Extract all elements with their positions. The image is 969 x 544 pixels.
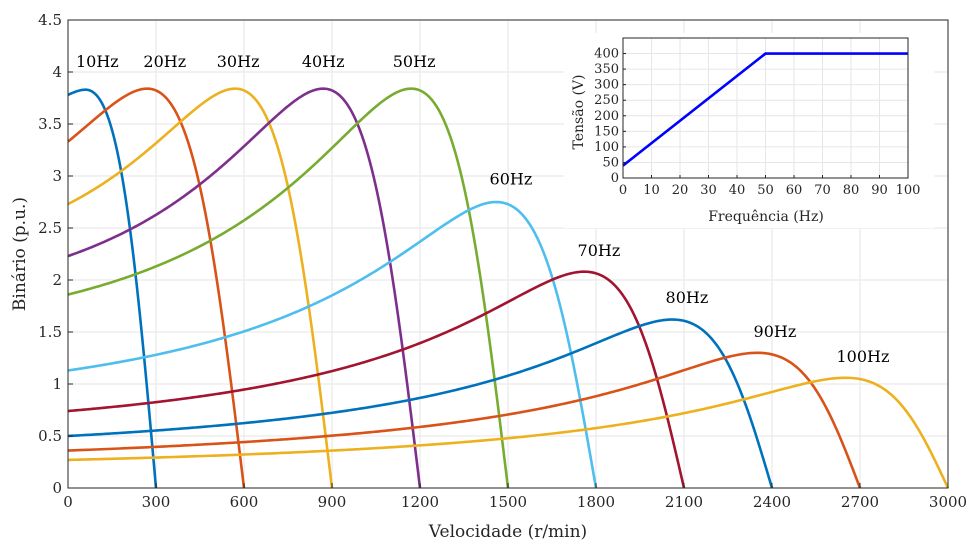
inset-y-tick-label: 200 bbox=[594, 109, 619, 124]
curve-labels: 10Hz 20Hz 30Hz 40Hz 50Hz 60Hz 70Hz 80Hz 90Hz 100H… bbox=[76, 52, 889, 366]
x-tick-label: 600 bbox=[230, 493, 259, 511]
torque-curve-70hz bbox=[67, 270, 686, 489]
torque-curve-90hz bbox=[67, 351, 862, 489]
inset-y-tick-label: 400 bbox=[594, 47, 619, 62]
y-tick-label: 0.5 bbox=[38, 427, 62, 445]
inset-x-tick-label: 40 bbox=[729, 183, 746, 198]
inset-x-tick-label: 60 bbox=[786, 183, 803, 198]
torque-curve-80hz bbox=[67, 318, 774, 489]
inset-tick-labels: 0 10 20 30 40 50 60 70 80 90 100050100150200250300… bbox=[594, 47, 920, 198]
inset-x-tick-label: 100 bbox=[896, 183, 921, 198]
x-tick-label: 2100 bbox=[665, 493, 703, 511]
x-tick-label: 0 bbox=[63, 493, 73, 511]
inset-curves bbox=[622, 52, 908, 167]
curve-label-30hz: 30Hz bbox=[217, 52, 260, 71]
y-tick-label: 1.5 bbox=[38, 323, 62, 341]
inset-x-tick-label: 30 bbox=[700, 183, 717, 198]
curve-label-60hz: 60Hz bbox=[490, 169, 533, 188]
inset-x-tick-label: 50 bbox=[757, 183, 774, 198]
y-tick-label: 4 bbox=[52, 63, 62, 81]
inset-x-axis-label: Frequência (Hz) bbox=[708, 209, 824, 225]
voltage-frequency-line bbox=[622, 52, 908, 167]
x-tick-label: 2700 bbox=[841, 493, 879, 511]
curve-label-20hz: 20Hz bbox=[143, 52, 186, 71]
y-tick-label: 3 bbox=[52, 167, 62, 185]
inset-y-tick-label: 250 bbox=[594, 93, 619, 108]
x-tick-label: 2400 bbox=[753, 493, 791, 511]
inset-y-tick-label: 0 bbox=[611, 171, 619, 186]
torque-curve-100hz bbox=[67, 376, 950, 489]
x-tick-label: 900 bbox=[318, 493, 347, 511]
torque-curve-40hz bbox=[67, 87, 422, 489]
x-tick-label: 1500 bbox=[489, 493, 527, 511]
curve-label-90hz: 90Hz bbox=[754, 322, 797, 341]
y-tick-label: 0 bbox=[52, 479, 62, 497]
inset-x-tick-label: 80 bbox=[843, 183, 860, 198]
y-tick-label: 2.5 bbox=[38, 219, 62, 237]
y-tick-label: 4.5 bbox=[38, 11, 62, 29]
inset-x-tick-label: 90 bbox=[871, 183, 888, 198]
inset-y-tick-label: 100 bbox=[594, 140, 619, 155]
inset-y-tick-label: 50 bbox=[602, 155, 619, 170]
y-tick-label: 1 bbox=[52, 375, 62, 393]
main-curves bbox=[67, 87, 950, 489]
curve-label-50hz: 50Hz bbox=[393, 52, 436, 71]
x-tick-label: 1800 bbox=[577, 493, 615, 511]
inset-y-tick-label: 150 bbox=[594, 124, 619, 139]
inset-x-tick-label: 10 bbox=[643, 183, 660, 198]
x-tick-label: 3000 bbox=[929, 493, 967, 511]
curve-label-70hz: 70Hz bbox=[578, 241, 621, 260]
torque-curve-50hz bbox=[67, 87, 510, 489]
torque-curve-60hz bbox=[67, 200, 598, 489]
main-tick-labels: 0 300 600 900 1200 1500 1800 2100 2400 2700 300000… bbox=[38, 11, 967, 511]
torque-curve-10hz bbox=[67, 88, 158, 489]
curve-label-100hz: 100Hz bbox=[836, 347, 889, 366]
x-tick-label: 1200 bbox=[401, 493, 439, 511]
inset-x-tick-label: 70 bbox=[814, 183, 831, 198]
y-tick-label: 3.5 bbox=[38, 115, 62, 133]
inset-voltage-frequency-chart: 0 10 20 30 40 50 60 70 80 90 100050100150200250300… bbox=[564, 33, 934, 228]
inset-y-axis-label: Tensão (V) bbox=[571, 75, 587, 150]
x-axis-label: Velocidade (r/min) bbox=[428, 522, 587, 542]
inset-x-tick-label: 0 bbox=[619, 183, 627, 198]
torque-curve-20hz bbox=[67, 87, 246, 489]
inset-y-tick-label: 350 bbox=[594, 62, 619, 77]
x-tick-label: 300 bbox=[142, 493, 171, 511]
inset-y-tick-label: 300 bbox=[594, 78, 619, 93]
inset-x-tick-label: 20 bbox=[672, 183, 689, 198]
y-tick-label: 2 bbox=[52, 271, 62, 289]
y-axis-label: Binário (p.u.) bbox=[10, 197, 30, 311]
inset-background bbox=[564, 33, 934, 228]
curve-label-10hz: 10Hz bbox=[76, 52, 119, 71]
curve-label-40hz: 40Hz bbox=[302, 52, 345, 71]
curve-label-80hz: 80Hz bbox=[666, 288, 709, 307]
